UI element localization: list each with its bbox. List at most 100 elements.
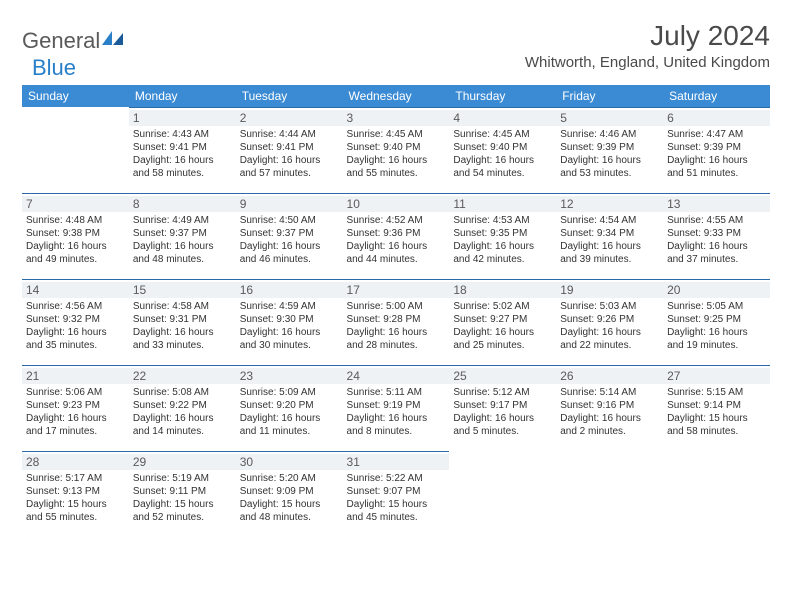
day-entry: Sunrise: 5:09 AMSunset: 9:20 PMDaylight:… (240, 386, 339, 438)
day-entry: Sunrise: 5:20 AMSunset: 9:09 PMDaylight:… (240, 472, 339, 524)
sunset: Sunset: 9:27 PM (453, 313, 552, 326)
daylight: Daylight: 15 hours and 55 minutes. (26, 498, 125, 524)
day-entry: Sunrise: 5:14 AMSunset: 9:16 PMDaylight:… (560, 386, 659, 438)
day-number: 20 (663, 282, 770, 298)
sunrise: Sunrise: 4:53 AM (453, 214, 552, 227)
sunrise: Sunrise: 5:11 AM (347, 386, 446, 399)
day-number: 29 (129, 454, 236, 470)
calendar-week-row: 14Sunrise: 4:56 AMSunset: 9:32 PMDayligh… (22, 279, 770, 365)
day-entry: Sunrise: 4:55 AMSunset: 9:33 PMDaylight:… (667, 214, 766, 266)
day-header: Wednesday (343, 85, 450, 107)
sunrise: Sunrise: 5:20 AM (240, 472, 339, 485)
daylight: Daylight: 16 hours and 42 minutes. (453, 240, 552, 266)
sunset: Sunset: 9:39 PM (560, 141, 659, 154)
daylight: Daylight: 16 hours and 14 minutes. (133, 412, 232, 438)
day-header: Tuesday (236, 85, 343, 107)
calendar-cell: 23Sunrise: 5:09 AMSunset: 9:20 PMDayligh… (236, 365, 343, 451)
day-number: 30 (236, 454, 343, 470)
sunrise: Sunrise: 4:52 AM (347, 214, 446, 227)
day-number: 31 (343, 454, 450, 470)
sunset: Sunset: 9:36 PM (347, 227, 446, 240)
calendar-cell: 19Sunrise: 5:03 AMSunset: 9:26 PMDayligh… (556, 279, 663, 365)
daylight: Daylight: 16 hours and 49 minutes. (26, 240, 125, 266)
calendar-cell: 29 Sunrise: 5:19 AMSunset: 9:11 PMDayligh… (129, 451, 236, 537)
sunset: Sunset: 9:39 PM (667, 141, 766, 154)
sunset: Sunset: 9:35 PM (453, 227, 552, 240)
daylight: Daylight: 16 hours and 33 minutes. (133, 326, 232, 352)
day-number: 3 (343, 110, 450, 126)
daylight: Daylight: 16 hours and 44 minutes. (347, 240, 446, 266)
day-number: 14 (22, 282, 129, 298)
calendar-cell: 16Sunrise: 4:59 AMSunset: 9:30 PMDayligh… (236, 279, 343, 365)
calendar-cell: 15 Sunrise: 4:58 AMSunset: 9:31 PMDayligh… (129, 279, 236, 365)
sunrise: Sunrise: 5:08 AM (133, 386, 232, 399)
sunrise: Sunrise: 4:56 AM (26, 300, 125, 313)
sunset: Sunset: 9:38 PM (26, 227, 125, 240)
calendar-cell: 6Sunrise: 4:47 AMSunset: 9:39 PMDaylight… (663, 107, 770, 193)
sunset: Sunset: 9:09 PM (240, 485, 339, 498)
day-header: Saturday (663, 85, 770, 107)
sunrise: Sunrise: 4:47 AM (667, 128, 766, 141)
day-number: 12 (556, 196, 663, 212)
sunset: Sunset: 9:17 PM (453, 399, 552, 412)
sunrise: Sunrise: 5:06 AM (26, 386, 125, 399)
sunrise: Sunrise: 4:44 AM (240, 128, 339, 141)
day-entry: Sunrise: 4:47 AMSunset: 9:39 PMDaylight:… (667, 128, 766, 180)
sunset: Sunset: 9:40 PM (453, 141, 552, 154)
calendar-cell: 27Sunrise: 5:15 AMSunset: 9:14 PMDayligh… (663, 365, 770, 451)
sunrise: Sunrise: 4:59 AM (240, 300, 339, 313)
daylight: Daylight: 15 hours and 58 minutes. (667, 412, 766, 438)
calendar-cell: 30 Sunrise: 5:20 AMSunset: 9:09 PMDayligh… (236, 451, 343, 537)
day-entry: Sunrise: 5:08 AMSunset: 9:22 PMDaylight:… (133, 386, 232, 438)
day-entry: Sunrise: 5:17 AMSunset: 9:13 PMDaylight:… (26, 472, 125, 524)
day-number: 24 (343, 368, 450, 384)
sunrise: Sunrise: 5:12 AM (453, 386, 552, 399)
daylight: Daylight: 16 hours and 51 minutes. (667, 154, 766, 180)
day-entry: Sunrise: 4:52 AMSunset: 9:36 PMDaylight:… (347, 214, 446, 266)
calendar-week-row: 7Sunrise: 4:48 AMSunset: 9:38 PMDaylight… (22, 193, 770, 279)
day-number: 15 (129, 282, 236, 298)
daylight: Daylight: 16 hours and 39 minutes. (560, 240, 659, 266)
day-entry: Sunrise: 4:44 AMSunset: 9:41 PMDaylight:… (240, 128, 339, 180)
sunset: Sunset: 9:26 PM (560, 313, 659, 326)
logo-text-general: General (22, 28, 100, 54)
sunrise: Sunrise: 5:22 AM (347, 472, 446, 485)
sunset: Sunset: 9:31 PM (133, 313, 232, 326)
day-number: 2 (236, 110, 343, 126)
sunset: Sunset: 9:13 PM (26, 485, 125, 498)
day-entry: Sunrise: 5:19 AMSunset: 9:11 PMDaylight:… (133, 472, 232, 524)
day-number: 25 (449, 368, 556, 384)
calendar-cell: 7Sunrise: 4:48 AMSunset: 9:38 PMDaylight… (22, 193, 129, 279)
calendar-week-row: 1Sunrise: 4:43 AMSunset: 9:41 PMDaylight… (22, 107, 770, 193)
sunset: Sunset: 9:41 PM (133, 141, 232, 154)
day-number: 28 (22, 454, 129, 470)
sunset: Sunset: 9:30 PM (240, 313, 339, 326)
logo: General (22, 28, 124, 54)
calendar-page: General July 2024 Whitworth, England, Un… (0, 0, 792, 557)
day-entry: Sunrise: 5:00 AMSunset: 9:28 PMDaylight:… (347, 300, 446, 352)
daylight: Daylight: 16 hours and 37 minutes. (667, 240, 766, 266)
sunrise: Sunrise: 4:46 AM (560, 128, 659, 141)
day-number: 13 (663, 196, 770, 212)
day-entry: Sunrise: 4:49 AMSunset: 9:37 PMDaylight:… (133, 214, 232, 266)
day-entry: Sunrise: 5:22 AMSunset: 9:07 PMDaylight:… (347, 472, 446, 524)
daylight: Daylight: 16 hours and 25 minutes. (453, 326, 552, 352)
day-entry: Sunrise: 4:58 AMSunset: 9:31 PMDaylight:… (133, 300, 232, 352)
sunrise: Sunrise: 5:19 AM (133, 472, 232, 485)
daylight: Daylight: 16 hours and 48 minutes. (133, 240, 232, 266)
daylight: Daylight: 16 hours and 35 minutes. (26, 326, 125, 352)
day-number: 1 (129, 110, 236, 126)
sunrise: Sunrise: 4:45 AM (453, 128, 552, 141)
day-entry: Sunrise: 5:05 AMSunset: 9:25 PMDaylight:… (667, 300, 766, 352)
daylight: Daylight: 16 hours and 8 minutes. (347, 412, 446, 438)
daylight: Daylight: 16 hours and 58 minutes. (133, 154, 232, 180)
sunrise: Sunrise: 4:49 AM (133, 214, 232, 227)
day-header: Friday (556, 85, 663, 107)
calendar-table: Sunday Monday Tuesday Wednesday Thursday… (22, 85, 770, 537)
day-number: 4 (449, 110, 556, 126)
day-entry: Sunrise: 5:11 AMSunset: 9:19 PMDaylight:… (347, 386, 446, 438)
sunrise: Sunrise: 5:03 AM (560, 300, 659, 313)
sunrise: Sunrise: 4:48 AM (26, 214, 125, 227)
sunset: Sunset: 9:19 PM (347, 399, 446, 412)
day-entry: Sunrise: 5:02 AMSunset: 9:27 PMDaylight:… (453, 300, 552, 352)
